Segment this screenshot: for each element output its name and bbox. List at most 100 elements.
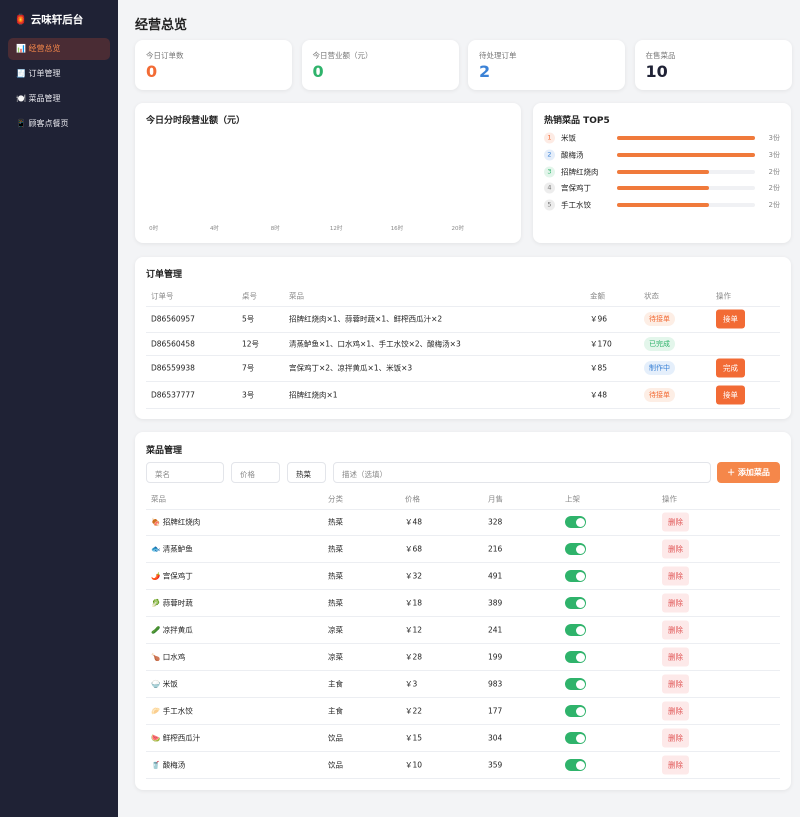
- cell: D86560458: [151, 339, 195, 349]
- cell: 199: [488, 652, 503, 662]
- dishes-title: 菜品管理: [146, 446, 183, 456]
- column-header: 价格: [405, 494, 420, 504]
- dish-name: 米饭: [561, 133, 576, 143]
- toggle[interactable]: [565, 543, 586, 555]
- x-tick-label: 0时: [149, 224, 158, 232]
- row-divider: [146, 778, 780, 779]
- cell: 3号: [242, 390, 255, 400]
- x-tick-label: 4时: [210, 224, 219, 232]
- rank-badge: 2: [544, 149, 555, 161]
- stat-value: 2: [479, 62, 491, 81]
- cell: 🍚 米饭: [151, 679, 178, 689]
- toggle-knob: [575, 598, 585, 608]
- cell: ￥18: [405, 598, 423, 608]
- column-header: 订单号: [151, 291, 174, 301]
- add-button[interactable]: ＋ 添加菜品: [717, 462, 780, 483]
- row-divider: [146, 408, 780, 409]
- toggle[interactable]: [565, 732, 586, 744]
- toggle[interactable]: [565, 759, 586, 771]
- cell: ￥10: [405, 760, 423, 770]
- rank-badge: 1: [544, 132, 555, 144]
- toggle[interactable]: [565, 678, 586, 690]
- delete-button[interactable]: 删除: [662, 674, 689, 694]
- row-divider: [146, 643, 780, 644]
- top5-card: 热销菜品 TOP5 1 米饭 3份 2 酸梅汤 3份 3 招牌红烧肉 2份 4 宫保鸡丁 2份 5 手工水…: [533, 103, 791, 243]
- cell: 饮品: [328, 733, 343, 743]
- category-select[interactable]: 热菜: [287, 462, 326, 483]
- price-input[interactable]: 价格: [231, 462, 280, 483]
- row-divider: [146, 670, 780, 671]
- count-label: 2份: [768, 167, 780, 176]
- toggle[interactable]: [565, 597, 586, 609]
- cell: 5号: [242, 314, 255, 324]
- rank-badge: 3: [544, 166, 555, 178]
- delete-button[interactable]: 删除: [662, 728, 689, 748]
- toggle[interactable]: [565, 516, 586, 528]
- cell: 491: [488, 571, 503, 581]
- cell: 热菜: [328, 544, 343, 554]
- toggle-knob: [575, 625, 585, 635]
- delete-button[interactable]: 删除: [662, 647, 689, 667]
- cell: 12号: [242, 339, 260, 349]
- cell: 🥒 凉拌黄瓜: [151, 625, 193, 635]
- bar: [617, 203, 709, 208]
- delete-button[interactable]: 删除: [662, 701, 689, 721]
- cell: 清蒸鲈鱼×1、口水鸡×1、手工水饺×2、酸梅汤×3: [289, 339, 461, 349]
- row-divider: [146, 724, 780, 725]
- cell: 主食: [328, 679, 343, 689]
- x-tick-label: 8时: [271, 224, 280, 232]
- row-divider: [146, 562, 780, 563]
- stat-value: 0: [312, 62, 324, 81]
- cell: 983: [488, 679, 503, 689]
- row-divider: [146, 509, 780, 510]
- delete-button[interactable]: 删除: [662, 755, 689, 775]
- delete-button[interactable]: 删除: [662, 620, 689, 640]
- cell: 177: [488, 706, 503, 716]
- cell: 热菜: [328, 571, 343, 581]
- delete-button[interactable]: 删除: [662, 566, 689, 586]
- stat-card: 待处理订单 2: [468, 40, 625, 90]
- cell: 🍉 鲜榨西瓜汁: [151, 733, 201, 743]
- nav-item[interactable]: 📱 顾客点餐页: [16, 119, 69, 128]
- stat-label: 待处理订单: [479, 51, 517, 60]
- orders-title: 订单管理: [146, 270, 183, 280]
- count-label: 2份: [768, 201, 780, 210]
- dish-name: 手工水饺: [561, 200, 591, 210]
- delete-button[interactable]: 删除: [662, 539, 689, 559]
- stat-card: 今日营业额（元） 0: [301, 40, 459, 90]
- toggle-knob: [575, 544, 585, 554]
- stat-card: 今日订单数 0: [135, 40, 292, 90]
- column-header: 月售: [488, 494, 503, 504]
- row-divider: [146, 751, 780, 752]
- stat-label: 在售菜品: [645, 51, 676, 60]
- cell: 宫保鸡丁×2、凉拌黄瓜×1、米饭×3: [289, 363, 413, 373]
- delete-button[interactable]: 删除: [662, 512, 689, 532]
- column-header: 桌号: [242, 291, 257, 301]
- toggle[interactable]: [565, 624, 586, 636]
- name-input[interactable]: 菜名: [146, 462, 224, 483]
- cell: ￥68: [405, 544, 423, 554]
- nav-item[interactable]: 📊 经营总览: [8, 38, 110, 60]
- action-button[interactable]: 完成: [716, 358, 745, 378]
- cell: 饮品: [328, 760, 343, 770]
- delete-button[interactable]: 删除: [662, 593, 689, 613]
- bar: [617, 136, 755, 140]
- action-button[interactable]: 接单: [716, 385, 745, 405]
- cell: ￥12: [405, 625, 423, 635]
- nav-item[interactable]: 🧾 订单管理: [16, 69, 61, 78]
- logo: 🏮 云味轩后台: [14, 14, 84, 26]
- cell: 🥟 手工水饺: [151, 706, 193, 716]
- column-header: 上架: [565, 494, 580, 504]
- column-header: 金额: [590, 291, 605, 301]
- toggle-knob: [575, 706, 585, 716]
- toggle[interactable]: [565, 651, 586, 663]
- cell: 🐟 清蒸鲈鱼: [151, 544, 193, 554]
- nav-item[interactable]: 🍽️ 菜品管理: [16, 94, 61, 103]
- column-header: 分类: [328, 494, 343, 504]
- toggle[interactable]: [565, 705, 586, 717]
- desc-input[interactable]: 描述（选填）: [333, 462, 711, 483]
- row-divider: [146, 616, 780, 617]
- action-button[interactable]: 接单: [716, 309, 745, 329]
- toggle[interactable]: [565, 570, 586, 582]
